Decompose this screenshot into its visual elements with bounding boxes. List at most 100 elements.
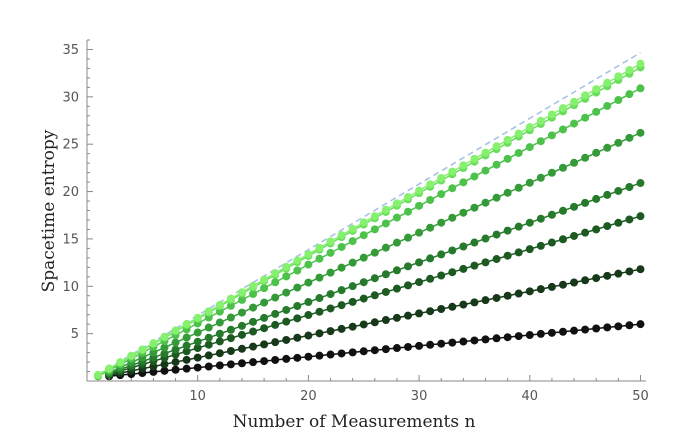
data-point bbox=[204, 340, 213, 349]
data-point bbox=[370, 225, 379, 234]
data-point bbox=[558, 104, 567, 113]
data-point bbox=[404, 311, 413, 320]
data-point bbox=[392, 284, 401, 293]
y-tick-label: 15 bbox=[62, 232, 79, 247]
data-point bbox=[193, 363, 202, 372]
y-tick-label: 25 bbox=[62, 138, 79, 153]
data-point bbox=[503, 154, 512, 163]
data-point bbox=[459, 208, 468, 217]
data-point bbox=[182, 320, 191, 329]
data-point bbox=[226, 313, 235, 322]
data-point bbox=[271, 355, 280, 364]
data-point bbox=[171, 338, 180, 347]
plot-area bbox=[94, 52, 645, 381]
data-point bbox=[348, 348, 357, 357]
data-point bbox=[160, 360, 169, 369]
data-point bbox=[293, 353, 302, 362]
data-point bbox=[105, 364, 114, 373]
data-point bbox=[492, 193, 501, 202]
x-tick-label: 10 bbox=[189, 389, 206, 404]
data-point bbox=[437, 271, 446, 280]
data-point bbox=[437, 305, 446, 314]
data-point bbox=[149, 348, 158, 357]
data-point bbox=[570, 278, 579, 287]
data-point bbox=[470, 203, 479, 212]
data-point bbox=[492, 334, 501, 343]
data-point bbox=[503, 333, 512, 342]
data-point bbox=[215, 318, 224, 327]
data-point bbox=[282, 305, 291, 314]
data-point bbox=[470, 172, 479, 181]
data-point bbox=[182, 364, 191, 373]
data-point bbox=[525, 331, 534, 340]
data-point bbox=[359, 347, 368, 356]
data-point bbox=[492, 230, 501, 239]
data-point bbox=[404, 193, 413, 202]
data-point bbox=[237, 359, 246, 368]
data-point bbox=[581, 325, 590, 334]
x-tick-label: 50 bbox=[632, 389, 649, 404]
data-point bbox=[282, 272, 291, 281]
data-point bbox=[426, 254, 435, 263]
data-point bbox=[249, 327, 258, 336]
series-3 bbox=[105, 212, 645, 379]
data-point bbox=[348, 282, 357, 291]
data-point bbox=[326, 248, 335, 257]
data-point bbox=[636, 212, 645, 221]
data-point bbox=[271, 293, 280, 302]
data-point bbox=[182, 333, 191, 342]
reference-line bbox=[97, 52, 641, 376]
data-point bbox=[525, 245, 534, 254]
data-point bbox=[337, 263, 346, 272]
data-point bbox=[592, 148, 601, 157]
data-point bbox=[570, 158, 579, 167]
data-point bbox=[315, 294, 324, 303]
data-point bbox=[592, 324, 601, 333]
data-point bbox=[636, 59, 645, 68]
data-point bbox=[525, 287, 534, 296]
data-point bbox=[326, 268, 335, 277]
data-point bbox=[536, 329, 545, 338]
data-point bbox=[514, 183, 523, 192]
data-point bbox=[348, 237, 357, 246]
data-point bbox=[226, 294, 235, 303]
data-point bbox=[426, 307, 435, 316]
data-point bbox=[370, 346, 379, 355]
data-point bbox=[359, 218, 368, 227]
data-point bbox=[226, 347, 235, 356]
data-point bbox=[481, 258, 490, 267]
data-point bbox=[260, 313, 269, 322]
data-point bbox=[570, 202, 579, 211]
data-point bbox=[415, 258, 424, 267]
series-2 bbox=[105, 265, 645, 380]
data-point bbox=[470, 261, 479, 270]
data-point bbox=[160, 366, 169, 375]
data-point bbox=[370, 291, 379, 300]
data-point bbox=[625, 267, 634, 276]
data-point bbox=[359, 294, 368, 303]
data-point bbox=[592, 225, 601, 234]
data-point bbox=[271, 269, 280, 278]
data-point bbox=[547, 131, 556, 140]
data-point bbox=[536, 116, 545, 125]
data-point bbox=[448, 213, 457, 222]
data-point bbox=[448, 338, 457, 347]
data-point bbox=[503, 251, 512, 260]
data-point bbox=[381, 316, 390, 325]
data-point bbox=[437, 190, 446, 199]
data-point bbox=[359, 231, 368, 240]
data-point bbox=[492, 255, 501, 264]
data-point bbox=[293, 314, 302, 323]
data-point bbox=[381, 205, 390, 214]
data-point bbox=[636, 128, 645, 137]
data-point bbox=[636, 265, 645, 274]
data-point bbox=[215, 361, 224, 370]
data-point bbox=[381, 345, 390, 354]
data-point bbox=[614, 138, 623, 147]
data-point bbox=[404, 342, 413, 351]
data-point bbox=[282, 262, 291, 271]
data-point bbox=[271, 278, 280, 287]
y-tick-label: 35 bbox=[62, 43, 79, 58]
data-point bbox=[614, 218, 623, 227]
data-point bbox=[603, 190, 612, 199]
